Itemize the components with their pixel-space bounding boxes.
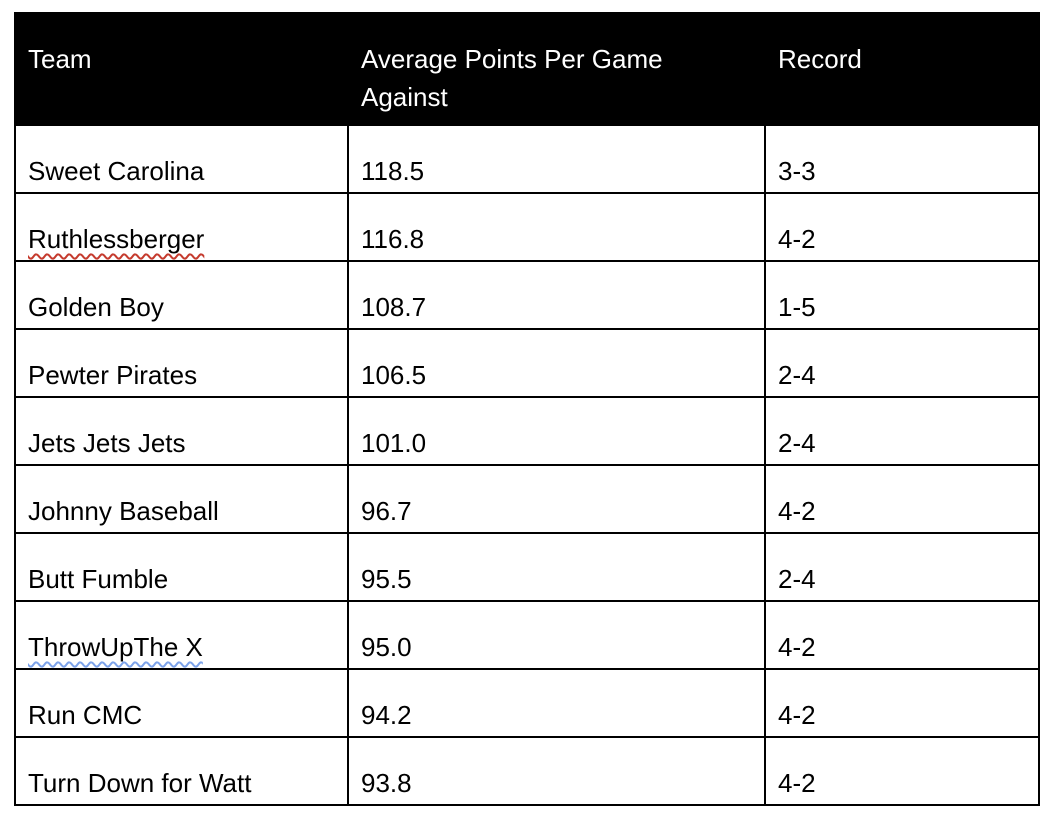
avg-points-against-value: 108.7 — [361, 292, 427, 322]
table-row: Run CMC 94.2 4-2 — [14, 668, 1040, 738]
avg-points-against-value: 93.8 — [361, 768, 412, 798]
avg-points-against-cell: 94.2 — [347, 668, 766, 738]
team-stats-table: Team Average Points Per Game Against Rec… — [14, 12, 1040, 806]
table-row: Pewter Pirates 106.5 2-4 — [14, 328, 1040, 398]
team-name: Ruthlessberger — [28, 224, 205, 254]
column-header-avg-points-against-label: Average Points Per Game Against — [361, 44, 663, 112]
avg-points-against-cell: 96.7 — [347, 464, 766, 534]
avg-points-against-value: 96.7 — [361, 496, 412, 526]
column-header-team-label: Team — [28, 44, 92, 74]
avg-points-against-value: 106.5 — [361, 360, 427, 390]
table-row: Turn Down for Watt 93.8 4-2 — [14, 736, 1040, 806]
team-name-cell: ThrowUpThe X — [14, 600, 349, 670]
team-name-cell: Ruthlessberger — [14, 192, 349, 262]
team-name: Sweet Carolina — [28, 156, 205, 186]
record-value: 1-5 — [778, 292, 816, 322]
team-name: Johnny Baseball — [28, 496, 219, 526]
record-cell: 4-2 — [764, 464, 1040, 534]
record-cell: 4-2 — [764, 192, 1040, 262]
record-cell: 3-3 — [764, 124, 1040, 194]
team-name-cell: Run CMC — [14, 668, 349, 738]
avg-points-against-value: 118.5 — [361, 156, 425, 186]
record-cell: 1-5 — [764, 260, 1040, 330]
record-value: 2-4 — [778, 428, 816, 458]
table-row: ThrowUpThe X 95.0 4-2 — [14, 600, 1040, 670]
avg-points-against-value: 116.8 — [361, 224, 425, 254]
avg-points-against-cell: 93.8 — [347, 736, 766, 806]
record-cell: 2-4 — [764, 396, 1040, 466]
team-name-cell: Sweet Carolina — [14, 124, 349, 194]
table-row: Golden Boy 108.7 1-5 — [14, 260, 1040, 330]
team-name-cell: Pewter Pirates — [14, 328, 349, 398]
team-name-cell: Johnny Baseball — [14, 464, 349, 534]
avg-points-against-cell: 118.5 — [347, 124, 766, 194]
avg-points-against-cell: 95.0 — [347, 600, 766, 670]
table-row: Johnny Baseball 96.7 4-2 — [14, 464, 1040, 534]
avg-points-against-value: 94.2 — [361, 700, 412, 730]
team-name: Jets Jets Jets — [28, 428, 186, 458]
avg-points-against-cell: 116.8 — [347, 192, 766, 262]
avg-points-against-cell: 95.5 — [347, 532, 766, 602]
record-value: 2-4 — [778, 360, 816, 390]
record-value: 4-2 — [778, 496, 816, 526]
table-body: Sweet Carolina 118.5 3-3 Ruthlessberger … — [14, 124, 1040, 806]
record-cell: 2-4 — [764, 328, 1040, 398]
avg-points-against-value: 101.0 — [361, 428, 427, 458]
team-name-cell: Butt Fumble — [14, 532, 349, 602]
record-cell: 2-4 — [764, 532, 1040, 602]
record-value: 4-2 — [778, 700, 816, 730]
column-header-avg-points-against: Average Points Per Game Against — [347, 12, 766, 126]
team-name-cell: Jets Jets Jets — [14, 396, 349, 466]
record-value: 2-4 — [778, 564, 816, 594]
table-row: Jets Jets Jets 101.0 2-4 — [14, 396, 1040, 466]
avg-points-against-cell: 106.5 — [347, 328, 766, 398]
team-name: ThrowUpThe X — [28, 632, 203, 662]
table-row: Ruthlessberger 116.8 4-2 — [14, 192, 1040, 262]
team-name: Turn Down for Watt — [28, 768, 252, 798]
table-row: Butt Fumble 95.5 2-4 — [14, 532, 1040, 602]
team-name: Butt Fumble — [28, 564, 169, 594]
avg-points-against-cell: 108.7 — [347, 260, 766, 330]
team-name-cell: Golden Boy — [14, 260, 349, 330]
record-value: 3-3 — [778, 156, 816, 186]
avg-points-against-value: 95.5 — [361, 564, 412, 594]
record-cell: 4-2 — [764, 736, 1040, 806]
team-name: Pewter Pirates — [28, 360, 198, 390]
table-row: Sweet Carolina 118.5 3-3 — [14, 124, 1040, 194]
column-header-record: Record — [764, 12, 1040, 126]
record-value: 4-2 — [778, 768, 816, 798]
record-value: 4-2 — [778, 224, 816, 254]
team-name: Run CMC — [28, 700, 143, 730]
column-header-record-label: Record — [778, 44, 862, 74]
column-header-team: Team — [14, 12, 349, 126]
avg-points-against-value: 95.0 — [361, 632, 412, 662]
team-name-cell: Turn Down for Watt — [14, 736, 349, 806]
record-cell: 4-2 — [764, 600, 1040, 670]
record-value: 4-2 — [778, 632, 816, 662]
team-name: Golden Boy — [28, 292, 164, 322]
header-row: Team Average Points Per Game Against Rec… — [14, 12, 1040, 126]
record-cell: 4-2 — [764, 668, 1040, 738]
avg-points-against-cell: 101.0 — [347, 396, 766, 466]
